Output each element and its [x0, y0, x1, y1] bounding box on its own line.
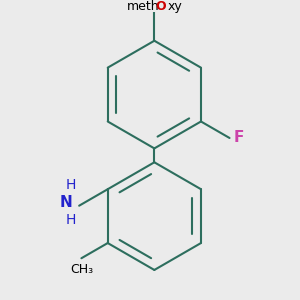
Text: H: H	[65, 213, 76, 227]
Text: F: F	[234, 130, 244, 146]
Text: CH₃: CH₃	[70, 262, 93, 276]
Text: H: H	[65, 178, 76, 192]
Text: xy: xy	[167, 0, 182, 14]
Text: N: N	[59, 195, 72, 210]
Text: meth: meth	[127, 0, 159, 14]
Text: O: O	[155, 0, 166, 14]
